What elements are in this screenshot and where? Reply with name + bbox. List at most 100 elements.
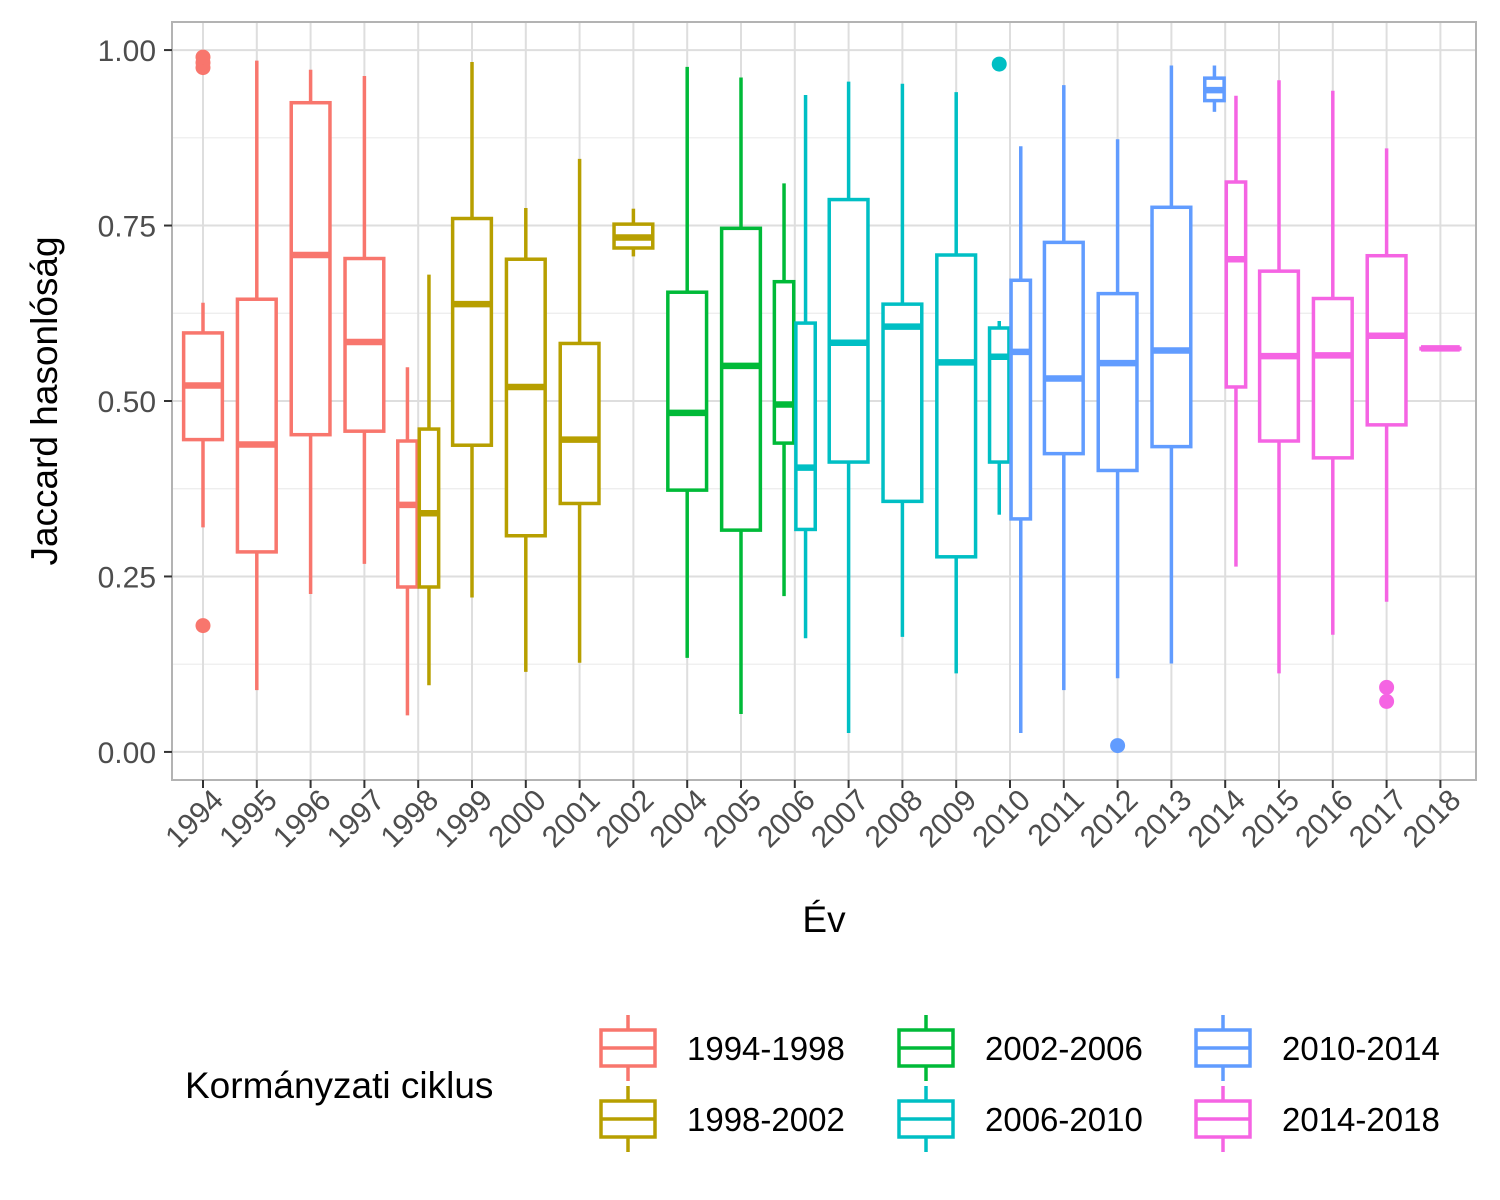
x-tick-label: 2012 [1074,784,1145,855]
box-2014-2014-2018 [1224,95,1248,567]
box-1994-1994-1998 [181,49,225,634]
outlier-point [1379,679,1395,695]
box-2010-2010-2014 [1009,146,1033,733]
outlier-point [195,49,211,65]
box-2018-2014-2018 [1419,345,1462,352]
box-iqr [558,341,601,506]
x-tick-label: 1997 [321,784,392,855]
box-iqr [987,326,1011,464]
x-tick-label: 2014 [1182,784,1253,855]
box-iqr [666,290,709,492]
box-2013-2010-2014 [1150,65,1193,664]
x-axis-title: Év [802,899,846,940]
y-tick-label: 1.00 [98,35,156,68]
legend-item: 2006-2010 [897,1086,1143,1152]
outlier-point [195,618,211,634]
x-tick-label: 1999 [428,784,499,855]
box-2015-2014-2018 [1257,80,1301,674]
box-1996-1994-1998 [289,69,332,595]
box-iqr [935,253,978,559]
x-tick-label: 2000 [482,784,553,855]
x-tick-label: 1995 [213,784,284,855]
x-tick-label: 2017 [1343,784,1414,855]
box-2000-1998-2002 [504,207,547,672]
x-tick-label: 2010 [966,784,1037,855]
x-tick-label: 2001 [536,784,607,855]
box-iqr [1009,278,1033,521]
legend-label: 1998-2002 [687,1101,845,1138]
x-tick-label: 2008 [859,784,930,855]
x-tick-label: 2004 [644,784,715,855]
legend-label: 2006-2010 [985,1101,1143,1138]
legend-title: Kormányzati ciklus [185,1065,493,1106]
x-tick-label: 2005 [697,784,768,855]
x-tick-label: 2015 [1235,784,1306,855]
x-tick-label: 2007 [805,784,876,855]
box-iqr [1096,291,1139,473]
y-tick-label: 0.25 [98,561,156,594]
legend-label: 2002-2006 [985,1030,1143,1067]
box-iqr [504,257,547,538]
box-1998-1994-1998 [396,367,419,716]
x-tick-label: 1998 [375,784,446,855]
box-2016-2014-2018 [1311,90,1354,635]
legend: Kormányzati ciklus 1994-1998 1998-2002 200… [185,1015,1440,1152]
box-1999-1998-2002 [450,62,494,598]
box-1998-1998-2002 [417,274,441,686]
legend-item: 1994-1998 [599,1015,845,1081]
box-2005-2002-2006 [719,77,763,715]
box-1997-1994-1998 [343,76,386,564]
y-axis-title: Jaccard hasonlóság [24,236,65,565]
x-tick-label: 2002 [590,784,661,855]
box-iqr [396,439,419,589]
legend-item: 2002-2006 [897,1015,1143,1081]
box-iqr [719,226,763,532]
x-tick-label: 2013 [1128,784,1199,855]
box-iqr [827,197,870,464]
box-iqr [235,297,278,554]
outlier-point [1110,738,1126,754]
legend-label: 2010-2014 [1282,1030,1440,1067]
legend-label: 2014-2018 [1282,1101,1440,1138]
box-iqr [1150,205,1193,449]
y-tick-label: 0.50 [98,386,156,419]
box-iqr [1311,296,1354,460]
x-tick-label: 1996 [267,784,338,855]
box-2010-2006-2010 [987,56,1011,515]
box-iqr [772,279,796,445]
y-axis: 0.00 0.25 0.50 0.75 1.00 [98,35,172,770]
box-iqr [881,302,924,504]
outlier-point [991,56,1007,72]
box-iqr [1365,253,1408,427]
legend-item: 1998-2002 [599,1086,845,1152]
x-tick-label: 1994 [159,784,230,855]
box-2006-2006-2010 [794,94,817,639]
box-iqr [794,321,817,532]
box-iqr [1224,180,1248,389]
legend-item: 2010-2014 [1194,1015,1440,1081]
x-axis: 1994199519961997199819992000200120022004… [159,780,1467,854]
box-2006-2002-2006 [772,183,796,597]
x-tick-label: 2016 [1289,784,1360,855]
x-tick-label: 2009 [913,784,984,855]
box-2017-2014-2018 [1365,148,1408,709]
legend-item: 2014-2018 [1194,1086,1440,1152]
box-2009-2006-2010 [935,92,978,674]
x-tick-label: 2011 [1022,784,1091,853]
box-iqr [289,100,332,437]
box-iqr [417,427,441,589]
box-layer [181,49,1462,754]
legend-label: 1994-1998 [687,1030,845,1067]
y-tick-label: 0.75 [98,211,156,244]
x-tick-label: 2006 [751,784,822,855]
box-1995-1994-1998 [235,60,278,691]
box-2014-2010-2014 [1203,65,1226,112]
box-2007-2006-2010 [827,81,870,733]
box-2001-1998-2002 [558,158,601,663]
x-tick-label: 2018 [1397,784,1468,855]
box-2011-2010-2014 [1042,85,1085,691]
box-2004-2002-2006 [666,66,709,658]
y-tick-label: 0.00 [98,737,156,770]
box-2012-2010-2014 [1096,139,1139,754]
